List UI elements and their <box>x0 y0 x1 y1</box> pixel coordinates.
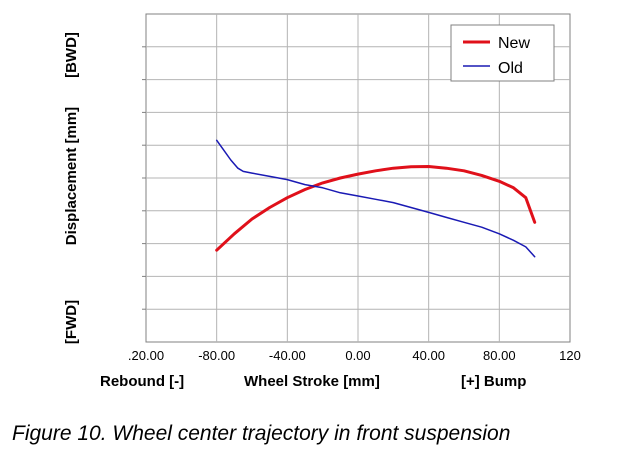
chart: .20.00 -80.00 -40.00 0.00 40.00 80.00 120 New … <box>63 13 581 390</box>
legend-box <box>450 24 555 82</box>
y-label-main: Displacement [mm] <box>63 107 80 245</box>
figure-caption: Figure 10. Wheel center trajectory in fr… <box>12 422 511 445</box>
series-line-old <box>215 139 536 258</box>
series-line-new <box>215 165 537 252</box>
x-tick-label: 80.00 <box>483 348 516 363</box>
series-lines <box>215 139 537 258</box>
x-tick-label: 40.00 <box>412 348 445 363</box>
x-label-main: Wheel Stroke [mm] <box>244 373 380 390</box>
x-label-rebound: Rebound [-] <box>100 373 184 390</box>
legend-label-new: New <box>498 35 530 52</box>
y-label-fwd: [FWD] <box>63 300 80 344</box>
x-tick-label: -80.00 <box>198 348 235 363</box>
x-tick-label: -40.00 <box>269 348 306 363</box>
legend: New Old <box>450 24 555 82</box>
x-tick-label: .20.00 <box>128 348 164 363</box>
legend-label-old: Old <box>498 60 523 77</box>
x-tick-label: 120 <box>559 348 581 363</box>
x-tick-labels: .20.00 -80.00 -40.00 0.00 40.00 80.00 120 <box>128 348 581 363</box>
y-label-bwd: [BWD] <box>63 32 80 78</box>
x-label-bump: [+] Bump <box>461 373 526 390</box>
x-tick-label: 0.00 <box>345 348 370 363</box>
